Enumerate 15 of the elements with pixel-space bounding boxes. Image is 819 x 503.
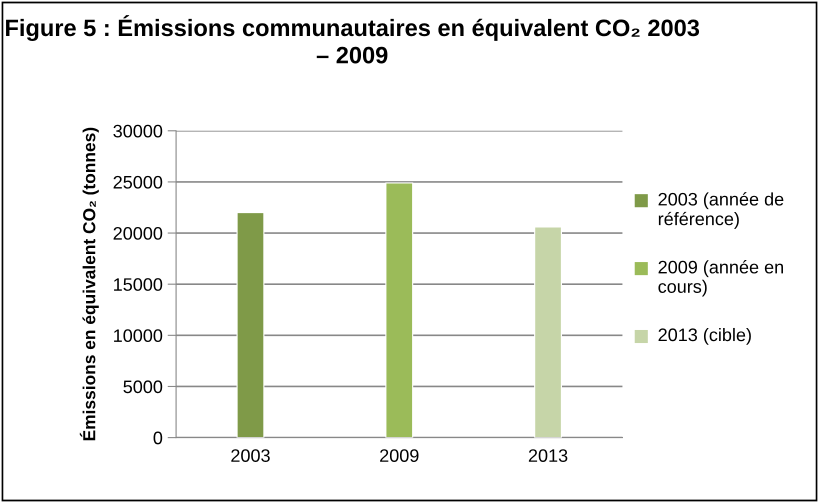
y-tick-label: 0 bbox=[154, 432, 162, 444]
legend-label: 2013 (cible) bbox=[658, 328, 751, 345]
y-tick-label: 25000 bbox=[114, 176, 162, 189]
y-axis-title: Émissions en équivalent CO₂ (tonnes) bbox=[80, 128, 99, 440]
legend-label: 2003 (année de référence) bbox=[658, 192, 784, 229]
x-tick-label: 2013 bbox=[528, 449, 568, 462]
legend-label: 2009 (année en cours) bbox=[658, 260, 783, 297]
chart-title: Figure 5 : Émissions communautaires en équivalent CO₂ 2003 – 2009 bbox=[6, 15, 700, 64]
y-tick-label: 5000 bbox=[123, 380, 162, 394]
y-tick-label: 15000 bbox=[114, 278, 162, 291]
x-tick-label: 2009 bbox=[380, 449, 418, 462]
y-tick-label: 20000 bbox=[114, 226, 162, 240]
x-tick-label: 2003 bbox=[231, 449, 270, 462]
y-tick-label: 10000 bbox=[114, 329, 162, 342]
y-tick-label: 30000 bbox=[113, 124, 162, 138]
